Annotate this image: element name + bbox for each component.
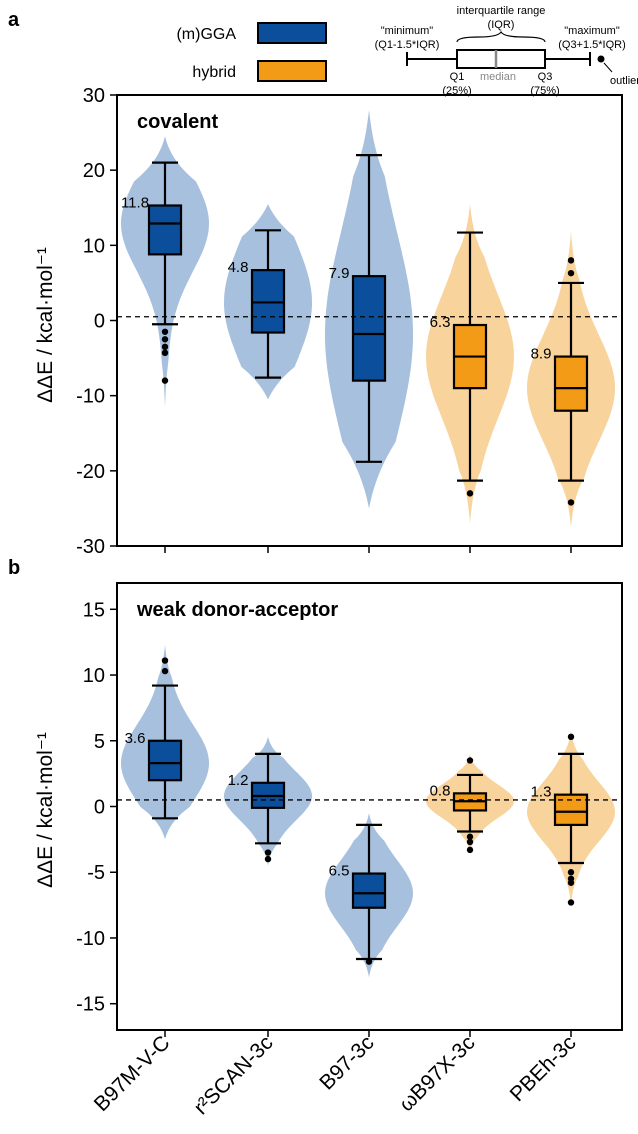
y-tick-label: 0 [94, 797, 105, 819]
x-category-label: ωB97X-3c [395, 1031, 480, 1116]
outlier-point [365, 958, 373, 965]
x-category-label: r²SCAN-3c [189, 1031, 277, 1119]
box-1 [250, 269, 286, 334]
x-category-labels: B97M-V-C r²SCAN-3c B97-3c ωB97X-3c PBEh-3c [90, 1031, 581, 1119]
data-label-0: 11.8 [121, 194, 149, 211]
data-label-4: 1.3 [531, 784, 552, 801]
outlier-point [567, 733, 575, 741]
key-maximum-title: "maximum" [564, 25, 620, 37]
outlier-point [161, 377, 169, 384]
outlier-point [466, 838, 474, 846]
key-iqr-title: interquartile range [457, 5, 546, 17]
outlier-point [466, 490, 474, 497]
outlier-point [466, 833, 474, 840]
data-label-0: 3.6 [125, 730, 146, 747]
y-tick-label: -10 [76, 928, 105, 950]
y-tick-label: 30 [83, 85, 105, 107]
y-tick-label: 20 [83, 160, 105, 182]
data-label-1: 1.2 [228, 772, 249, 789]
panel-title: weak donor-acceptor [136, 599, 338, 621]
panel-title: covalent [137, 111, 218, 133]
key-outlier-pointer [603, 62, 613, 73]
x-category-label: B97-3c [315, 1031, 378, 1094]
box-4 [553, 355, 589, 412]
outlier-point [264, 849, 272, 856]
legend-label-mgga: (m)GGA [176, 26, 236, 43]
box-0 [147, 204, 183, 256]
outlier-point [161, 343, 169, 351]
outlier-point [161, 336, 169, 343]
data-label-3: 0.8 [430, 782, 451, 799]
data-label-1: 4.8 [228, 259, 249, 276]
outlier-point [466, 846, 474, 854]
key-outliers-label: outliers [610, 75, 638, 87]
outlier-point [567, 499, 575, 506]
data-label-3: 6.3 [430, 314, 451, 331]
y-axis-label-b: ΔΔE / kcal·mol⁻¹ [34, 732, 57, 888]
y-tick-label: 10 [83, 665, 105, 687]
y-tick-label: -30 [76, 536, 105, 558]
panel-weak-donor-acceptor: 15 10 5 0 -5 -10 -15 weak donor-acceptor 3.6 1.2 6… [76, 582, 623, 1037]
key-minimum-formula: (Q1-1.5*IQR) [375, 39, 440, 51]
outlier-point [161, 349, 169, 357]
legend-label-hybrid: hybrid [192, 64, 236, 81]
outlier-point [161, 328, 169, 335]
y-tick-label: 10 [83, 235, 105, 257]
x-category-label: PBEh-3c [506, 1031, 581, 1106]
boxplot-key: interquartile range (IQR) "minimum" (Q1-… [375, 5, 638, 97]
key-q3-label: Q3 [538, 71, 553, 83]
key-iqr-abbr: (IQR) [488, 19, 515, 31]
y-tick-label: -5 [87, 862, 105, 884]
outlier-point [567, 899, 575, 906]
panel-letter-b: b [8, 557, 20, 579]
box-0 [147, 739, 183, 782]
data-label-2: 6.5 [329, 863, 350, 880]
y-axis-label-a: ΔΔE / kcal·mol⁻¹ [34, 247, 57, 403]
key-q1-label: Q1 [450, 71, 465, 83]
key-outlier-dot [597, 55, 605, 63]
outlier-point [466, 757, 474, 764]
y-tick-label: -10 [76, 386, 105, 408]
y-tick-label: -20 [76, 461, 105, 483]
outlier-point [567, 269, 575, 277]
outlier-point [567, 879, 575, 886]
key-box [456, 49, 546, 69]
y-tick-label: 5 [94, 731, 105, 753]
legend: (m)GGA hybrid [176, 22, 327, 82]
legend-swatch-hybrid [257, 60, 327, 82]
outlier-point [567, 257, 575, 264]
box-4 [553, 793, 589, 827]
y-tick-label: -15 [76, 994, 105, 1016]
x-category-label: B97M-V-C [90, 1031, 175, 1116]
key-median-label: median [480, 71, 516, 83]
y-tick-label: 0 [94, 311, 105, 333]
box-2 [351, 275, 387, 382]
panel-covalent: 30 20 10 0 -10 -20 -30 covalent 11.8 4.8 7.9 6.3 8.9 [76, 85, 623, 558]
key-iqr-brace [456, 30, 546, 43]
data-label-2: 7.9 [329, 265, 350, 282]
data-label-4: 8.9 [531, 346, 552, 363]
y-tick-label: 15 [83, 599, 105, 621]
outlier-point [567, 869, 575, 876]
outlier-point [161, 667, 169, 675]
box-2 [351, 872, 387, 909]
panel-letter-a: a [8, 9, 20, 31]
legend-swatch-mgga [257, 22, 327, 44]
key-minimum-title: "minimum" [381, 25, 434, 37]
outlier-point [161, 657, 169, 664]
outlier-point [264, 855, 272, 863]
key-maximum-formula: (Q3+1.5*IQR) [558, 39, 626, 51]
